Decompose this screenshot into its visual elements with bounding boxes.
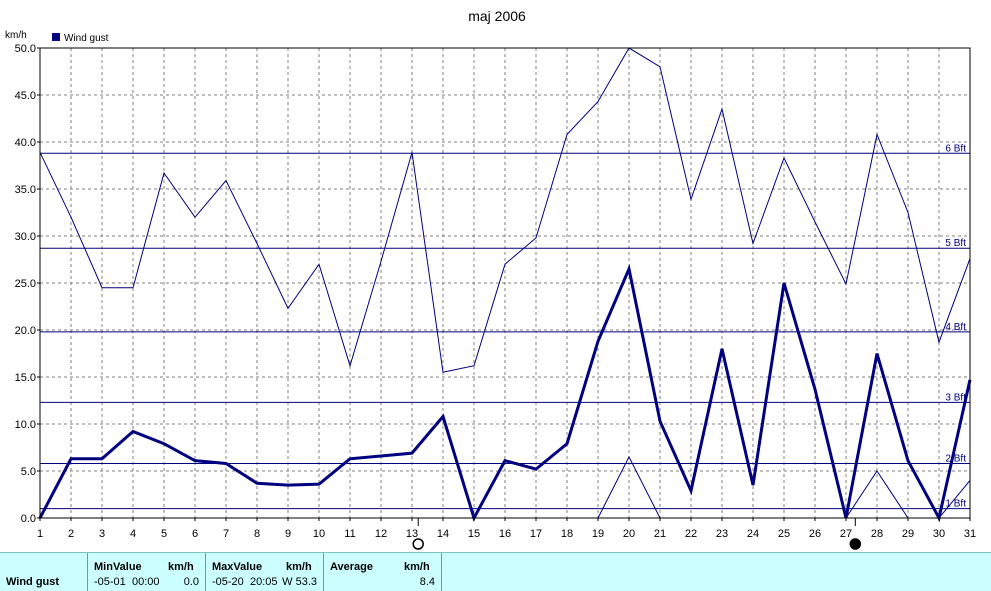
min-value: 0.0 <box>183 576 199 588</box>
wind-gust-chart: maj 2006 km/h Wind gust 1 Bft 2 Bft 3 Bft 4… <box>5 8 976 550</box>
min-date: -05-01 <box>94 576 126 588</box>
x-tick-label: 29 <box>902 528 914 540</box>
series-line-max <box>39 47 971 373</box>
x-tick-label: 20 <box>623 528 635 540</box>
x-tick-label: 14 <box>437 528 449 540</box>
min-time: 00:00 <box>132 576 160 588</box>
x-tick-label: 19 <box>592 528 604 540</box>
avg-header: Average <box>330 561 374 573</box>
avg-value: 8.4 <box>419 576 435 588</box>
max-cell: MaxValue km/h -05-20 20:05 W 53.3 <box>206 553 324 591</box>
x-tick-label: 30 <box>933 528 945 540</box>
x-tick-label: 28 <box>871 528 883 540</box>
moon-markers <box>412 518 862 550</box>
beaufort-label: 5 Bft <box>945 238 966 249</box>
y-tick-label: 10.0 <box>15 419 36 431</box>
x-tick-label: 22 <box>685 528 697 540</box>
legend-label: Wind gust <box>64 33 109 44</box>
max-value: W 53.3 <box>282 576 317 588</box>
legend-swatch <box>52 33 60 41</box>
y-tick-label: 50.0 <box>15 43 36 55</box>
y-tick-label: 15.0 <box>15 372 36 384</box>
max-date: -05-20 <box>212 576 244 588</box>
avg-unit: km/h <box>404 561 430 573</box>
x-tick-label: 13 <box>406 528 418 540</box>
chart-title: maj 2006 <box>468 8 526 24</box>
min-header: MinValue <box>94 561 142 573</box>
x-tick-label: 23 <box>716 528 728 540</box>
x-tick-label: 7 <box>223 528 229 540</box>
x-tick-label: 9 <box>285 528 291 540</box>
beaufort-label: 4 Bft <box>945 322 966 333</box>
x-tick-label: 15 <box>468 528 480 540</box>
y-tick-label: 0.0 <box>21 513 36 525</box>
beaufort-label: 2 Bft <box>945 453 966 464</box>
x-tick-label: 12 <box>375 528 387 540</box>
beaufort-label: 6 Bft <box>945 143 966 154</box>
x-tick-label: 10 <box>313 528 325 540</box>
y-tick-label: 5.0 <box>21 466 36 478</box>
x-tick-label: 11 <box>344 528 355 540</box>
y-tick-label: 40.0 <box>15 137 36 149</box>
max-header: MaxValue <box>212 561 263 573</box>
min-unit: km/h <box>168 561 194 573</box>
x-tick-label: 5 <box>161 528 167 540</box>
y-tick-label: 25.0 <box>15 278 36 290</box>
y-tick-label: 35.0 <box>15 184 36 196</box>
series-line-average <box>38 263 972 523</box>
x-tick-label: 24 <box>747 528 759 540</box>
x-tick-label: 2 <box>68 528 74 540</box>
x-tick-label: 31 <box>964 528 976 540</box>
y-tick-label: 45.0 <box>15 90 36 102</box>
x-tick-label: 1 <box>37 528 43 540</box>
beaufort-label: 3 Bft <box>945 392 966 403</box>
beaufort-label: 1 Bft <box>945 499 966 510</box>
x-tick-label: 17 <box>530 528 542 540</box>
max-time: 20:05 <box>250 576 278 588</box>
y-tick-label: 30.0 <box>15 231 36 243</box>
x-tick-label: 18 <box>561 528 573 540</box>
x-tick-label: 8 <box>254 528 260 540</box>
y-tick-labels: 0.0 5.0 10.0 15.0 20.0 25.0 30.0 35.0 40.0 45.0 50… <box>15 43 40 525</box>
x-tick-label: 26 <box>809 528 821 540</box>
x-tick-labels: 1 2 3 4 5 6 7 8 9 10 11 12 13 14 15 16 17 18 19 20 21 22 23 24 2… <box>37 518 976 540</box>
x-tick-label: 16 <box>499 528 511 540</box>
stats-panel: Wind gust MinValue km/h -05-01 00:00 0.0… <box>0 552 991 591</box>
y-tick-label: 20.0 <box>15 325 36 337</box>
stats-row-label: Wind gust <box>6 576 60 588</box>
x-tick-label: 21 <box>654 528 666 540</box>
max-unit: km/h <box>286 561 312 573</box>
avg-cell: Average km/h 8.4 <box>324 553 442 591</box>
x-tick-label: 27 <box>840 528 852 540</box>
new-moon-icon <box>849 538 862 550</box>
x-tick-label: 6 <box>192 528 198 540</box>
x-tick-label: 4 <box>130 528 136 540</box>
y-axis-unit: km/h <box>5 30 27 41</box>
stats-row-label-cell: Wind gust <box>0 553 88 591</box>
x-tick-label: 25 <box>778 528 790 540</box>
full-moon-icon <box>412 538 424 550</box>
x-tick-label: 3 <box>99 528 105 540</box>
min-cell: MinValue km/h -05-01 00:00 0.0 <box>88 553 206 591</box>
